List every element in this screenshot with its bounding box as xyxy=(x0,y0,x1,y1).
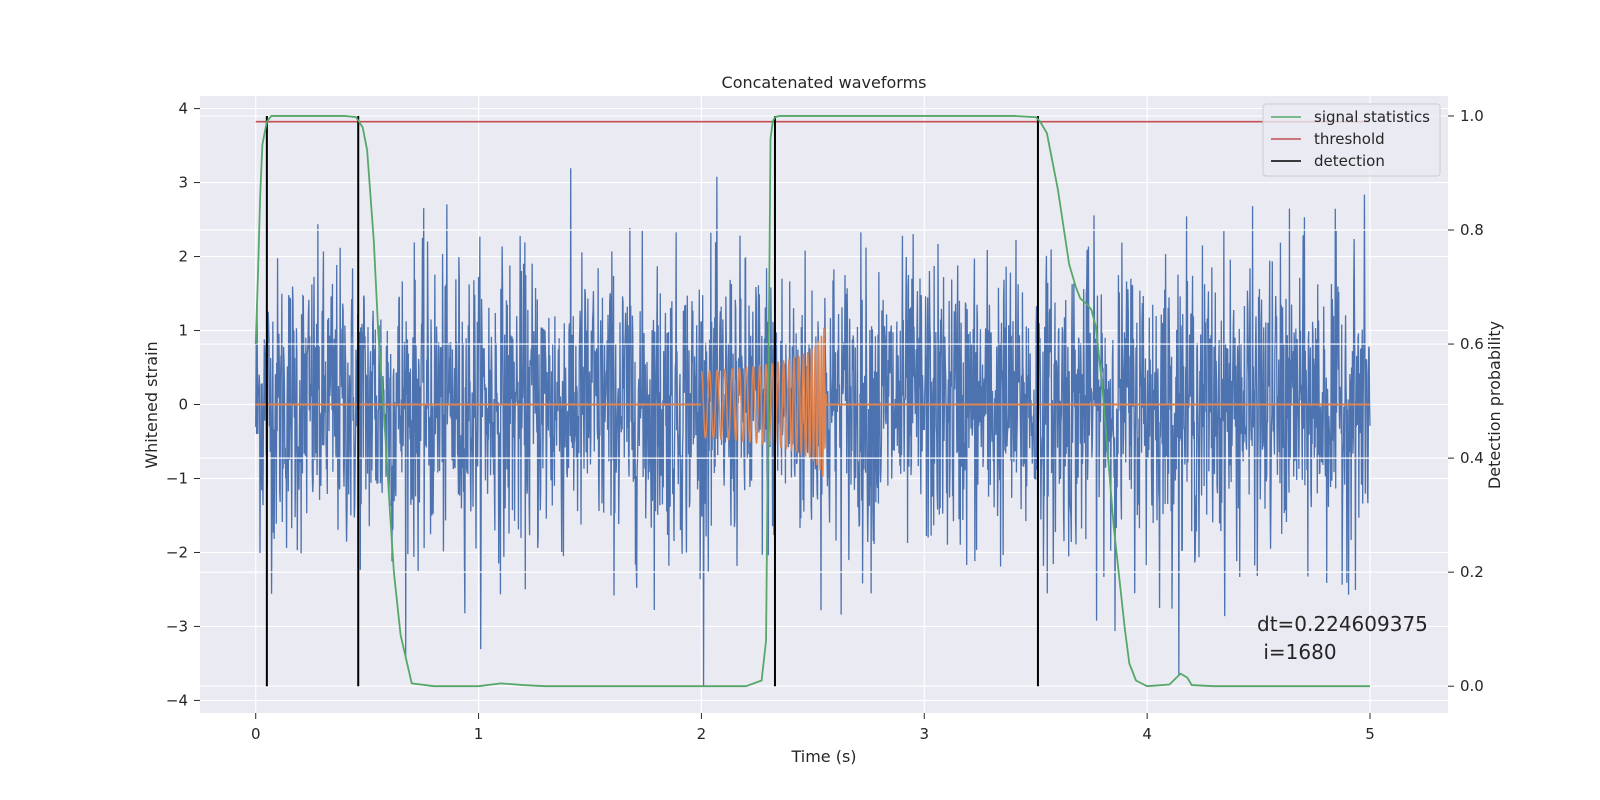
legend: signal statistics threshold detection xyxy=(1262,103,1441,177)
x-tick-label: 4 xyxy=(1142,725,1152,743)
y2-axis-label: Detection probability xyxy=(1485,321,1504,489)
y-tick-label: −1 xyxy=(166,469,188,487)
y-axis-label: Whitened strain xyxy=(142,341,161,468)
x-axis-label: Time (s) xyxy=(790,747,856,766)
chirp-series xyxy=(255,327,1370,477)
axis-ticks: 0 1 2 3 4 5 4 3 2 1 0 −1 −2 −3 −4 1.0 0.8 0.6 0.4 0.2 0.0 xyxy=(166,100,1484,743)
y-tick-label: 3 xyxy=(178,174,188,192)
y2-tick-label: 0.4 xyxy=(1460,449,1484,467)
y-tick-label: −4 xyxy=(166,691,188,709)
chirp-line xyxy=(700,327,827,477)
x-tick-label: 1 xyxy=(474,725,484,743)
x-tick-label: 3 xyxy=(920,725,930,743)
legend-box xyxy=(1262,103,1441,177)
legend-label-threshold: threshold xyxy=(1314,130,1385,148)
signal-statistics-line xyxy=(254,115,1370,688)
y-tick-label: 1 xyxy=(178,322,188,340)
x-tick-label: 2 xyxy=(697,725,707,743)
y-tick-label: 4 xyxy=(178,100,188,118)
y-tick-label: 0 xyxy=(178,396,188,414)
chart-title: Concatenated waveforms xyxy=(722,73,927,92)
legend-label-detection: detection xyxy=(1314,152,1385,170)
y2-tick-label: 1.0 xyxy=(1460,107,1484,125)
y-tick-label: −3 xyxy=(166,617,188,635)
right-grid-lines xyxy=(200,115,1448,687)
y2-tick-label: 0.0 xyxy=(1460,677,1484,695)
y2-tick-label: 0.8 xyxy=(1460,221,1484,239)
y-tick-label: 2 xyxy=(178,248,188,266)
overlay-series xyxy=(254,115,1370,688)
legend-label-signal-statistics: signal statistics xyxy=(1314,108,1430,126)
y2-tick-label: 0.6 xyxy=(1460,335,1484,353)
x-tick-label: 5 xyxy=(1365,725,1375,743)
annotation-dt: dt=0.224609375 xyxy=(1257,612,1428,636)
x-tick-label: 0 xyxy=(251,725,261,743)
y2-tick-label: 0.2 xyxy=(1460,563,1484,581)
y-tick-label: −2 xyxy=(166,543,188,561)
annotation-i: i=1680 xyxy=(1257,640,1337,664)
